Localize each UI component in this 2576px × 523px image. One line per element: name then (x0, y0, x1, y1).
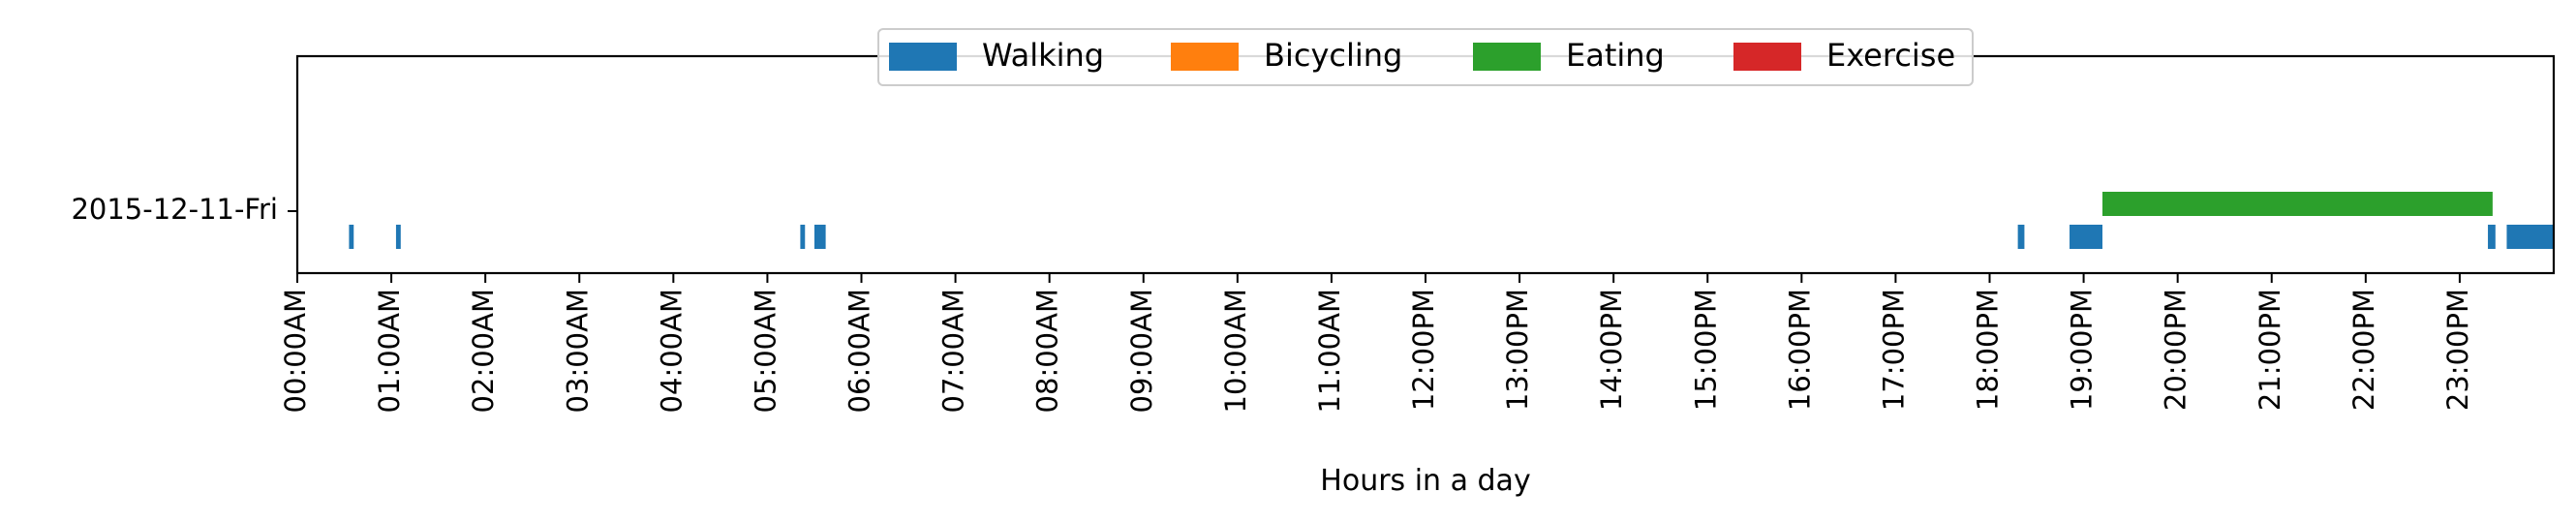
x-tick-label: 17:00PM (1877, 289, 1910, 411)
x-tick-label: 02:00AM (467, 289, 500, 413)
legend-box (877, 28, 1974, 86)
x-tick-label: 12:00PM (1407, 289, 1440, 411)
walking-bar (2070, 225, 2102, 249)
x-tick-label: 00:00AM (279, 289, 312, 413)
x-tick-label: 01:00AM (373, 289, 406, 413)
legend-label-eating: Eating (1566, 37, 1665, 74)
x-tick-label: 07:00AM (937, 289, 970, 413)
walking-bar (395, 225, 401, 249)
walking-bar (2488, 225, 2496, 249)
eating-bar (2102, 192, 2493, 216)
x-axis-title: Hours in a day (1320, 464, 1530, 498)
walking-bar (813, 225, 826, 249)
walking-bar (2017, 225, 2025, 249)
x-tick-label: 20:00PM (2160, 289, 2193, 411)
legend: Walking Bicycling Eating Exercise (877, 28, 1974, 86)
x-tick-label: 08:00AM (1031, 289, 1064, 413)
legend-label-walking: Walking (982, 37, 1104, 74)
x-tick-label: 23:00PM (2441, 289, 2474, 411)
activity-bars (349, 192, 2554, 249)
legend-swatch-eating (1473, 43, 1541, 71)
legend-label-bicycling: Bicycling (1264, 37, 1402, 74)
walking-bar (800, 225, 806, 249)
x-tick-label: 22:00PM (2347, 289, 2380, 411)
x-tick-label: 13:00PM (1501, 289, 1534, 411)
x-tick-label: 06:00AM (843, 289, 876, 413)
legend-swatch-bicycling (1171, 43, 1239, 71)
x-tick-label: 19:00PM (2066, 289, 2099, 411)
walking-bar (349, 225, 354, 249)
walking-bar (2506, 225, 2554, 249)
x-tick-label: 03:00AM (561, 289, 594, 413)
legend-swatch-exercise (1733, 43, 1801, 71)
x-tick-label: 21:00PM (2254, 289, 2286, 411)
x-tick-label: 18:00PM (1972, 289, 2005, 411)
y-tick-label: 2015-12-11-Fri (71, 193, 278, 226)
x-tick-label: 14:00PM (1595, 289, 1628, 411)
x-axis: 00:00AM 01:00AM 02:00AM 03:00AM 04:00AM 05:00… (279, 273, 2474, 413)
x-tick-label: 11:00AM (1313, 289, 1346, 413)
plot-frame (295, 54, 2556, 275)
legend-swatch-walking (889, 43, 957, 71)
x-tick-label: 04:00AM (655, 289, 688, 413)
x-tick-label: 16:00PM (1783, 289, 1816, 411)
x-tick-label: 09:00AM (1125, 289, 1158, 413)
x-tick-label: 10:00AM (1219, 289, 1252, 413)
x-tick-label: 05:00AM (749, 289, 782, 413)
y-axis: 2015-12-11-Fri (71, 193, 297, 226)
legend-label-exercise: Exercise (1826, 37, 1955, 74)
x-tick-label: 15:00PM (1689, 289, 1722, 411)
